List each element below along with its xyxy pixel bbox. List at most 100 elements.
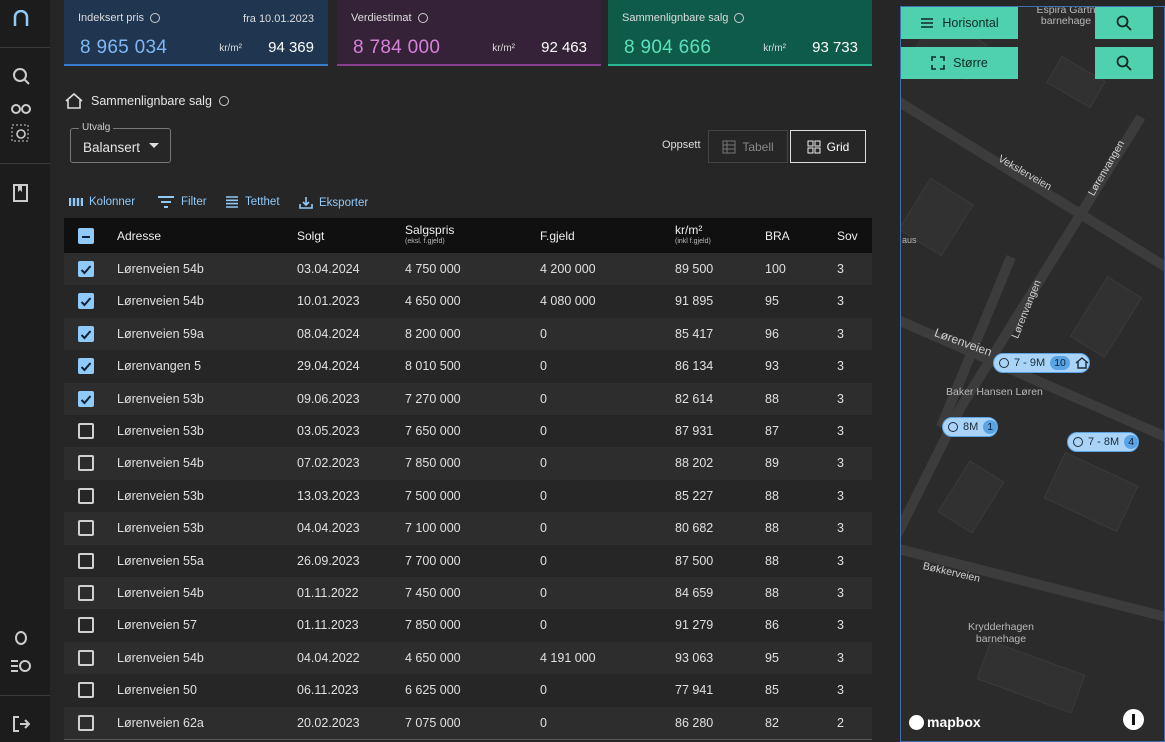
table-cell: Lørenveien 54b xyxy=(117,650,204,665)
bug-icon[interactable] xyxy=(12,628,30,646)
row-checkbox[interactable] xyxy=(78,617,94,634)
column-header[interactable]: F.gjeld xyxy=(540,229,575,243)
table-cell: 0 xyxy=(540,715,547,730)
table-cell: 4 650 000 xyxy=(405,294,461,309)
table-cell: 7 270 000 xyxy=(405,391,461,406)
map-button-larger[interactable]: Større xyxy=(901,47,1018,79)
toolbar-columns[interactable]: Kolonner xyxy=(69,196,135,208)
account-icon[interactable] xyxy=(10,657,32,675)
row-checkbox[interactable] xyxy=(78,358,94,375)
table-cell: 0 xyxy=(540,488,547,503)
map-label: Baker Hansen Løren xyxy=(946,386,1043,398)
section-title: Sammenlignbare salg xyxy=(91,94,212,108)
table-cell: 01.11.2022 xyxy=(297,586,359,600)
map-button-horizontal[interactable]: Horisontal xyxy=(901,7,1018,39)
layout-grid[interactable]: Grid xyxy=(790,130,866,163)
table-cell: 87 500 xyxy=(675,553,714,568)
table-cell: 3 xyxy=(837,456,844,471)
column-sublabel: (eksl. f.gjeld) xyxy=(405,238,445,245)
column-header[interactable]: Solgt xyxy=(297,229,324,243)
row-checkbox[interactable] xyxy=(78,293,94,310)
row-checkbox[interactable] xyxy=(78,455,94,472)
map-label: Espira Gartn barnehage xyxy=(1036,6,1096,27)
map-cluster[interactable]: 7 - 9M 10 xyxy=(993,353,1090,373)
table-row: Lørenveien 53b 13.03.2023 7 500 000 0 85 227… xyxy=(64,479,872,513)
binoculars-icon[interactable] xyxy=(11,96,31,116)
row-checkbox[interactable] xyxy=(78,487,94,504)
table-icon xyxy=(722,140,736,153)
table-cell: Lørenveien 53b xyxy=(117,391,204,406)
zoom-in[interactable] xyxy=(1095,7,1153,39)
info-icon[interactable] xyxy=(150,13,161,23)
toolbar-filter[interactable]: Filter xyxy=(157,196,207,208)
select[interactable]: Utvalg Balansert xyxy=(70,122,171,163)
logout-icon[interactable] xyxy=(12,715,30,733)
table-cell: 7 850 000 xyxy=(405,456,461,471)
row-checkbox[interactable] xyxy=(78,585,94,601)
column-header[interactable]: Salgspris (eksl. f.gjeld) xyxy=(405,223,454,245)
info-icon[interactable] xyxy=(218,96,229,106)
row-checkbox[interactable] xyxy=(78,520,94,537)
table-cell: 07.02.2023 xyxy=(297,456,360,471)
map-roads xyxy=(901,13,1164,714)
logo[interactable] xyxy=(12,10,30,28)
info-icon[interactable] xyxy=(417,13,428,23)
column-header[interactable]: Adresse xyxy=(117,229,161,243)
toolbar-export[interactable]: Eksporter xyxy=(299,196,368,209)
row-checkbox[interactable] xyxy=(78,714,94,731)
info-glyph xyxy=(1132,714,1135,725)
mapbox-logo[interactable]: mapbox xyxy=(909,714,981,730)
row-checkbox[interactable] xyxy=(78,682,94,699)
select-all-checkbox[interactable] xyxy=(78,228,94,244)
toolbar-label: Eksporter xyxy=(319,196,369,209)
info-icon[interactable] xyxy=(734,13,745,23)
table-cell: Lørenveien 55a xyxy=(117,553,204,568)
table-cell: 96 xyxy=(765,326,779,341)
table-cell: 88 xyxy=(765,553,779,568)
map-label: Krydderhagen barnehage xyxy=(968,621,1034,645)
column-header[interactable]: BRA xyxy=(765,229,790,243)
area-search-icon[interactable] xyxy=(11,124,31,144)
search-icon[interactable] xyxy=(11,66,31,86)
column-header[interactable]: Sov xyxy=(837,229,858,243)
layout-option: Tabell xyxy=(742,139,774,154)
row-checkbox[interactable] xyxy=(78,649,94,666)
check-icon xyxy=(80,265,92,275)
row-checkbox[interactable] xyxy=(78,423,94,439)
card-title: Indeksert pris xyxy=(78,12,145,24)
zoom-out[interactable] xyxy=(1095,47,1153,79)
book-icon[interactable] xyxy=(12,183,30,203)
table-cell: 3 xyxy=(837,683,844,698)
layout-table[interactable]: Tabell xyxy=(708,130,788,163)
table-row: Lørenveien 59a 08.04.2024 8 200 000 0 85 417… xyxy=(64,317,872,351)
row-checkbox[interactable] xyxy=(78,390,94,407)
column-label: BRA xyxy=(765,229,790,243)
table-row: Lørenveien 54b 04.04.2022 4 650 000 4 191 0… xyxy=(64,641,872,675)
table-cell: Lørenveien 62a xyxy=(117,715,204,730)
expand-icon xyxy=(931,56,945,70)
map-cluster[interactable]: 7 - 8M 4 xyxy=(1067,432,1140,452)
cluster-count: 1 xyxy=(983,420,998,434)
row-checkbox[interactable] xyxy=(78,261,94,277)
card-title-wrap: Sammenlignbare salg xyxy=(622,12,858,24)
table-cell: 3 xyxy=(837,391,844,406)
column-header[interactable]: kr/m² (inkl f.gjeld) xyxy=(675,223,711,245)
map-button-label: Større xyxy=(953,56,988,70)
column-label: F.gjeld xyxy=(540,229,575,243)
table-cell: 3 xyxy=(837,618,844,633)
card-per-m2: 92 463 xyxy=(541,39,587,56)
row-checkbox[interactable] xyxy=(78,552,94,569)
row-checkbox[interactable] xyxy=(78,325,94,342)
table-cell: 26.09.2023 xyxy=(297,553,360,568)
map[interactable]: Espira Gartn barnehage Vekslerveien Løre… xyxy=(900,6,1165,742)
attribution[interactable] xyxy=(1123,709,1144,730)
table-cell: 0 xyxy=(540,586,547,600)
table-cell: 03.05.2023 xyxy=(297,424,360,438)
table-cell: 7 100 000 xyxy=(405,521,461,536)
table-cell: Lørenveien 54b xyxy=(117,262,204,276)
card-date: fra 10.01.2023 xyxy=(243,13,314,25)
map-cluster[interactable]: 8M 1 xyxy=(942,417,999,437)
table-row: Lørenveien 53b 04.04.2023 7 100 000 0 80 682… xyxy=(64,512,872,545)
toolbar-density[interactable]: Tetthet xyxy=(225,196,280,208)
